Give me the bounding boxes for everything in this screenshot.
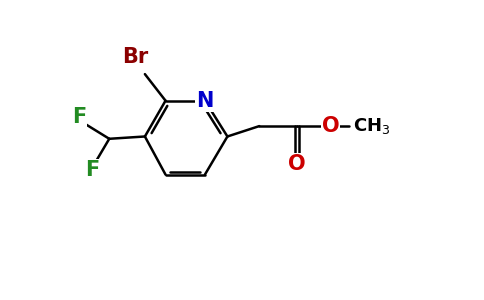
- Text: Br: Br: [122, 47, 149, 67]
- Text: N: N: [196, 91, 213, 111]
- Text: O: O: [288, 154, 305, 174]
- Text: F: F: [72, 107, 86, 127]
- Text: O: O: [322, 116, 339, 136]
- Text: CH$_3$: CH$_3$: [353, 116, 391, 136]
- Text: F: F: [85, 160, 100, 180]
